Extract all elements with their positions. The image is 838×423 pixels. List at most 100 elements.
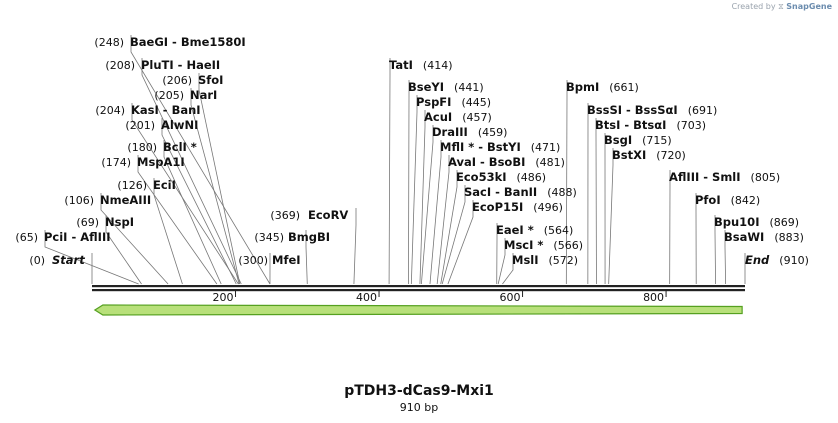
- site-name-nari: NarI: [190, 88, 217, 102]
- site-name-eaei: EaeI *: [496, 223, 534, 237]
- site-position-eaei: (564): [544, 224, 574, 237]
- restriction-map: 200 400 600 800(0) Start(65) PciI - AflIII(69…: [15, 35, 809, 316]
- site-position-mspa1i: (174): [101, 156, 131, 169]
- site-name-ecop15i: EcoP15I: [472, 200, 523, 214]
- site-position-pfoi: (842): [731, 194, 761, 207]
- site-connector-nari: [190, 88, 240, 285]
- site-connector-pspfi: [410, 95, 418, 285]
- site-position-nspi: (69): [76, 216, 99, 229]
- ruler-tick-label-800: 800: [643, 291, 664, 304]
- site-name-avai-bsobi: AvaI - BsoBI: [448, 155, 525, 169]
- site-name-mfei: MfeI: [272, 253, 301, 267]
- site-name-ecorv: EcoRV: [308, 208, 348, 222]
- snapgene-credit: Created by ⧖ SnapGene: [732, 2, 832, 12]
- backbone-bottom: [92, 289, 745, 292]
- site-position-kasi-bani: (204): [95, 104, 125, 117]
- site-name-mfli-bstyi: MflI * - BstYI: [440, 140, 521, 154]
- ruler-tick-label-600: 600: [500, 291, 521, 304]
- site-connector-bpmi: [565, 80, 568, 285]
- site-connector-msci: [497, 238, 506, 285]
- site-position-msci: (566): [553, 239, 583, 252]
- feature-arrow: [93, 304, 743, 316]
- site-name-draiii: DraIII: [432, 125, 468, 139]
- site-position-bpmi: (661): [609, 81, 639, 94]
- site-connector-mspa1i: [137, 155, 218, 285]
- site-position-tati: (414): [423, 59, 453, 72]
- site-name-pfoi: PfoI: [695, 193, 721, 207]
- site-position-msli: (572): [549, 254, 579, 267]
- site-name-tati: TatI: [389, 58, 413, 72]
- site-connector-acui: [419, 110, 426, 285]
- site-connector-msli: [502, 253, 514, 285]
- site-connector-bstxi: [608, 148, 614, 285]
- ruler-tick-label-400: 400: [356, 291, 377, 304]
- site-connector-ecii: [153, 178, 183, 285]
- site-position-ecii: (126): [117, 179, 147, 192]
- site-position-bmgbi: (345): [254, 231, 284, 244]
- site-name-baegi-bme1580i: BaeGI - Bme1580I: [130, 35, 246, 49]
- site-position-bseyi: (441): [454, 81, 484, 94]
- site-position-end: (910): [779, 254, 809, 267]
- site-name-eco53ki: Eco53kI: [456, 170, 507, 184]
- site-name-alwni: AlwNI: [161, 118, 198, 132]
- site-connector-avai-bsobi: [436, 155, 450, 285]
- site-position-bstxi: (720): [656, 149, 686, 162]
- credit-prefix: Created by: [731, 2, 776, 11]
- site-name-pcii-afliii: PciI - AflIII: [44, 230, 111, 244]
- site-position-sfoi: (206): [162, 74, 192, 87]
- site-position-saci-banii: (488): [547, 186, 577, 199]
- site-position-avai-bsobi: (481): [535, 156, 565, 169]
- site-position-mfei: (300): [238, 254, 268, 267]
- site-name-msci: MscI *: [504, 238, 543, 252]
- site-connector-mfli-bstyi: [429, 140, 442, 285]
- site-connector-bsawi: [724, 230, 727, 285]
- site-connector-ecop15i: [447, 200, 474, 285]
- site-name-msli: MslI: [512, 253, 539, 267]
- backbone-top: [92, 285, 745, 288]
- site-position-nari: (205): [154, 89, 184, 102]
- site-name-bsgi: BsgI: [604, 133, 632, 147]
- site-name-acui: AcuI: [424, 110, 452, 124]
- site-position-mfli-bstyi: (471): [531, 141, 561, 154]
- site-connector-eco53ki: [440, 170, 458, 285]
- site-position-ecorv: (369): [270, 209, 300, 222]
- site-connector-baegi-bme1580i: [130, 35, 271, 285]
- site-connector-sfoi: [198, 73, 241, 285]
- site-position-eco53ki: (486): [517, 171, 547, 184]
- site-connector-draiii: [420, 125, 434, 285]
- plasmid-length: 910 bp: [399, 401, 439, 414]
- site-name-mspa1i: MspA1I: [137, 155, 185, 169]
- site-name-afliii-smli: AflIII - SmlI: [669, 170, 741, 184]
- site-connector-kasi-bani: [131, 103, 239, 285]
- site-name-bpmi: BpmI: [566, 80, 599, 94]
- site-position-ecop15i: (496): [533, 201, 563, 214]
- site-connector-pcii-afliii: [44, 230, 139, 285]
- site-connector-bpu10i: [714, 215, 716, 285]
- site-connector-bmgbi: [305, 230, 308, 285]
- site-position-alwni: (201): [125, 119, 155, 132]
- site-name-end: End: [745, 253, 770, 267]
- site-position-baegi-bme1580i: (248): [94, 36, 124, 49]
- site-name-bcli: BclI *: [163, 140, 197, 154]
- site-connector-pluti-haeii: [141, 58, 242, 285]
- site-name-bsssi-bsssai: BssSI - BssSαI: [587, 103, 678, 117]
- site-name-ecii: EciI: [153, 178, 176, 192]
- site-position-pspfi: (445): [461, 96, 491, 109]
- site-position-pcii-afliii: (65): [15, 231, 38, 244]
- site-position-bsgi: (715): [642, 134, 672, 147]
- site-connector-ecorv: [353, 208, 357, 285]
- site-name-sfoi: SfoI: [198, 73, 223, 87]
- plasmid-name: pTDH3-dCas9-Mxi1: [344, 383, 494, 399]
- site-name-bseyi: BseYI: [408, 80, 444, 94]
- credit-brand: SnapGene: [786, 2, 832, 11]
- site-connector-nspi: [105, 215, 142, 285]
- site-name-saci-banii: SacI - BanII: [464, 185, 537, 199]
- site-name-bsawi: BsaWI: [724, 230, 764, 244]
- site-name-nspi: NspI: [105, 215, 134, 229]
- site-connector-bcli: [163, 140, 222, 285]
- site-position-btsi-btsai: (703): [676, 119, 706, 132]
- site-position-pluti-haeii: (208): [105, 59, 135, 72]
- site-position-bpu10i: (869): [769, 216, 799, 229]
- snapgene-logo-icon: ⧖: [778, 2, 784, 11]
- ruler-tick-label-200: 200: [213, 291, 234, 304]
